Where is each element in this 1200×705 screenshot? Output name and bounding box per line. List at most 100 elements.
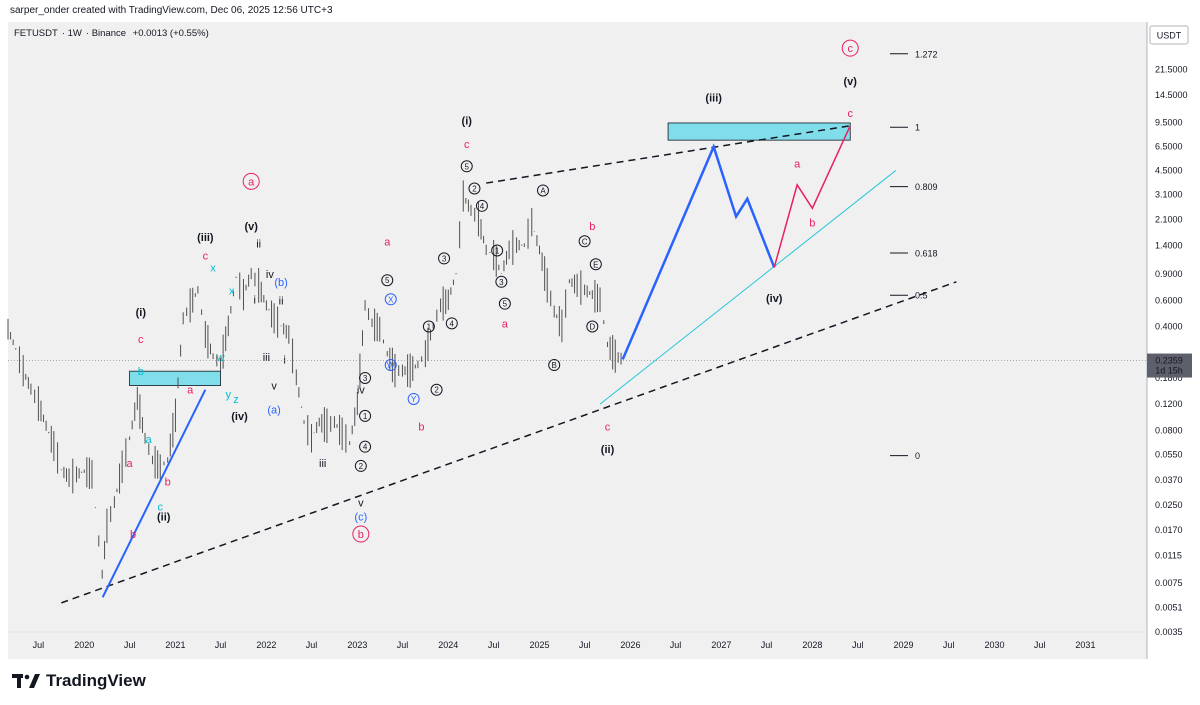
wave-label-circle: [354, 459, 367, 472]
wave-label: (iv): [766, 293, 783, 305]
wave-label: (v): [843, 76, 857, 88]
wave-label-circle: [422, 320, 435, 333]
wave-label: c: [138, 334, 144, 346]
wave-label: X: [388, 295, 394, 304]
price-change: +0.0013 (+0.55%): [132, 28, 209, 39]
upper-channel-trendline[interactable]: [486, 125, 851, 184]
exchange-label: Binance: [91, 28, 127, 39]
time-tick-label: Jul: [579, 640, 591, 650]
wave-label: 3: [499, 278, 504, 287]
wave-label-circle: [359, 409, 372, 422]
wave-label: a: [145, 434, 152, 446]
lower-channel-trendline[interactable]: [61, 281, 957, 604]
price-tick-label: 4.5000: [1155, 165, 1183, 175]
wave-label: a: [502, 318, 509, 330]
wave-label: a: [127, 458, 134, 470]
wave-label: 1: [427, 322, 432, 331]
wave-label-circle: [430, 383, 443, 396]
wave-label-circle: [578, 235, 591, 248]
symbol-name[interactable]: FETUSDT: [14, 28, 58, 39]
price-tick-label: 0.0250: [1155, 500, 1183, 510]
price-tick-label: 3.1000: [1155, 189, 1183, 199]
wave-label: (b): [274, 277, 287, 289]
time-tick-label: Jul: [943, 640, 955, 650]
price-tick-label: 0.4000: [1155, 321, 1183, 331]
wave-label: 4: [480, 202, 485, 211]
2020-2021-impulse-trendline[interactable]: [101, 389, 207, 598]
wave-label: b: [138, 366, 144, 378]
wave-label-circle: [407, 392, 420, 405]
wave-label: (a): [267, 405, 280, 417]
wave-label-circle: [548, 359, 561, 372]
target-zone[interactable]: [667, 122, 851, 141]
support-zone[interactable]: [129, 370, 221, 386]
wave-label: (i): [136, 307, 147, 319]
projection-pink-path[interactable]: [773, 125, 851, 268]
wave-label: b: [165, 477, 171, 489]
wave-label-circle: [359, 371, 372, 384]
tradingview-logo[interactable]: TradingView: [12, 671, 146, 691]
wave-label: iv: [357, 385, 365, 397]
wave-label: c: [847, 108, 853, 120]
wave-label: B: [552, 361, 557, 370]
symbol-legend: FETUSDT · 1W · Binance +0.0013 (+0.55%): [14, 28, 209, 39]
price-tick-label: 0.0075: [1155, 578, 1183, 588]
wave-label: 1: [495, 247, 500, 256]
wave-label: z: [233, 394, 239, 406]
time-tick-label: Jul: [306, 640, 318, 650]
wave-label: 1: [363, 412, 368, 421]
wave-label: w: [216, 352, 225, 364]
fib-level-label: 0.618: [915, 249, 938, 259]
price-tick-label: 0.1200: [1155, 399, 1183, 409]
time-tick-label: 2029: [894, 640, 914, 650]
wave-label: 4: [450, 319, 455, 328]
price-tick-label: 0.0170: [1155, 525, 1183, 535]
wave-label: v: [358, 498, 364, 510]
last-price-badge[interactable]: [1147, 353, 1192, 378]
wave-label: 4: [363, 443, 368, 452]
wave-label: b: [589, 221, 595, 233]
fib-level-label: 0: [915, 451, 920, 461]
wave-label-circle: [438, 252, 451, 265]
currency-button[interactable]: [1149, 25, 1189, 45]
wave-label: i: [253, 294, 255, 306]
wave-label: (ii): [157, 511, 171, 523]
wave-label-circle: [468, 182, 481, 195]
wave-label: b: [809, 218, 815, 230]
cyan-trendline-trendline[interactable]: [599, 170, 897, 405]
wave-label-circle: [498, 297, 511, 310]
wave-label: Y: [411, 395, 417, 404]
wave-label: b: [418, 421, 424, 433]
projection-blue-path[interactable]: [621, 143, 776, 360]
wave-label: x: [229, 285, 235, 297]
time-tick-label: 2020: [74, 640, 94, 650]
price-tick-label: 14.5000: [1155, 90, 1188, 100]
wave-label: b: [358, 529, 364, 541]
wave-label-circle: [495, 275, 508, 288]
wave-label-circle: [381, 274, 394, 287]
wave-label-circle: [445, 317, 458, 330]
price-tick-label: 6.5000: [1155, 142, 1183, 152]
wave-label-circle: [475, 199, 488, 212]
tradingview-logo-icon: [12, 674, 40, 688]
price-tick-label: 0.0550: [1155, 449, 1183, 459]
time-tick-label: 2027: [711, 640, 731, 650]
wave-label: 2: [359, 462, 364, 471]
wave-label: 5: [385, 276, 390, 285]
wave-label-circle: [536, 184, 549, 197]
interval-label[interactable]: 1W: [67, 28, 82, 39]
wave-label: x: [210, 262, 216, 274]
wave-label-circle: [589, 258, 602, 271]
price-tick-label: 9.5000: [1155, 117, 1183, 127]
footer: TradingView: [0, 659, 1200, 705]
currency-label: USDT: [1157, 31, 1182, 41]
price-axis-panel[interactable]: [1147, 22, 1192, 659]
wave-label: W: [387, 361, 395, 370]
last-price-label: 0.2359: [1155, 356, 1183, 366]
price-tick-label: 0.9000: [1155, 269, 1183, 279]
wave-label: c: [157, 502, 163, 514]
credit-text: sarper_onder created with TradingView.co…: [10, 5, 333, 16]
wave-label-circle: [242, 172, 260, 190]
time-tick-label: Jul: [761, 640, 773, 650]
